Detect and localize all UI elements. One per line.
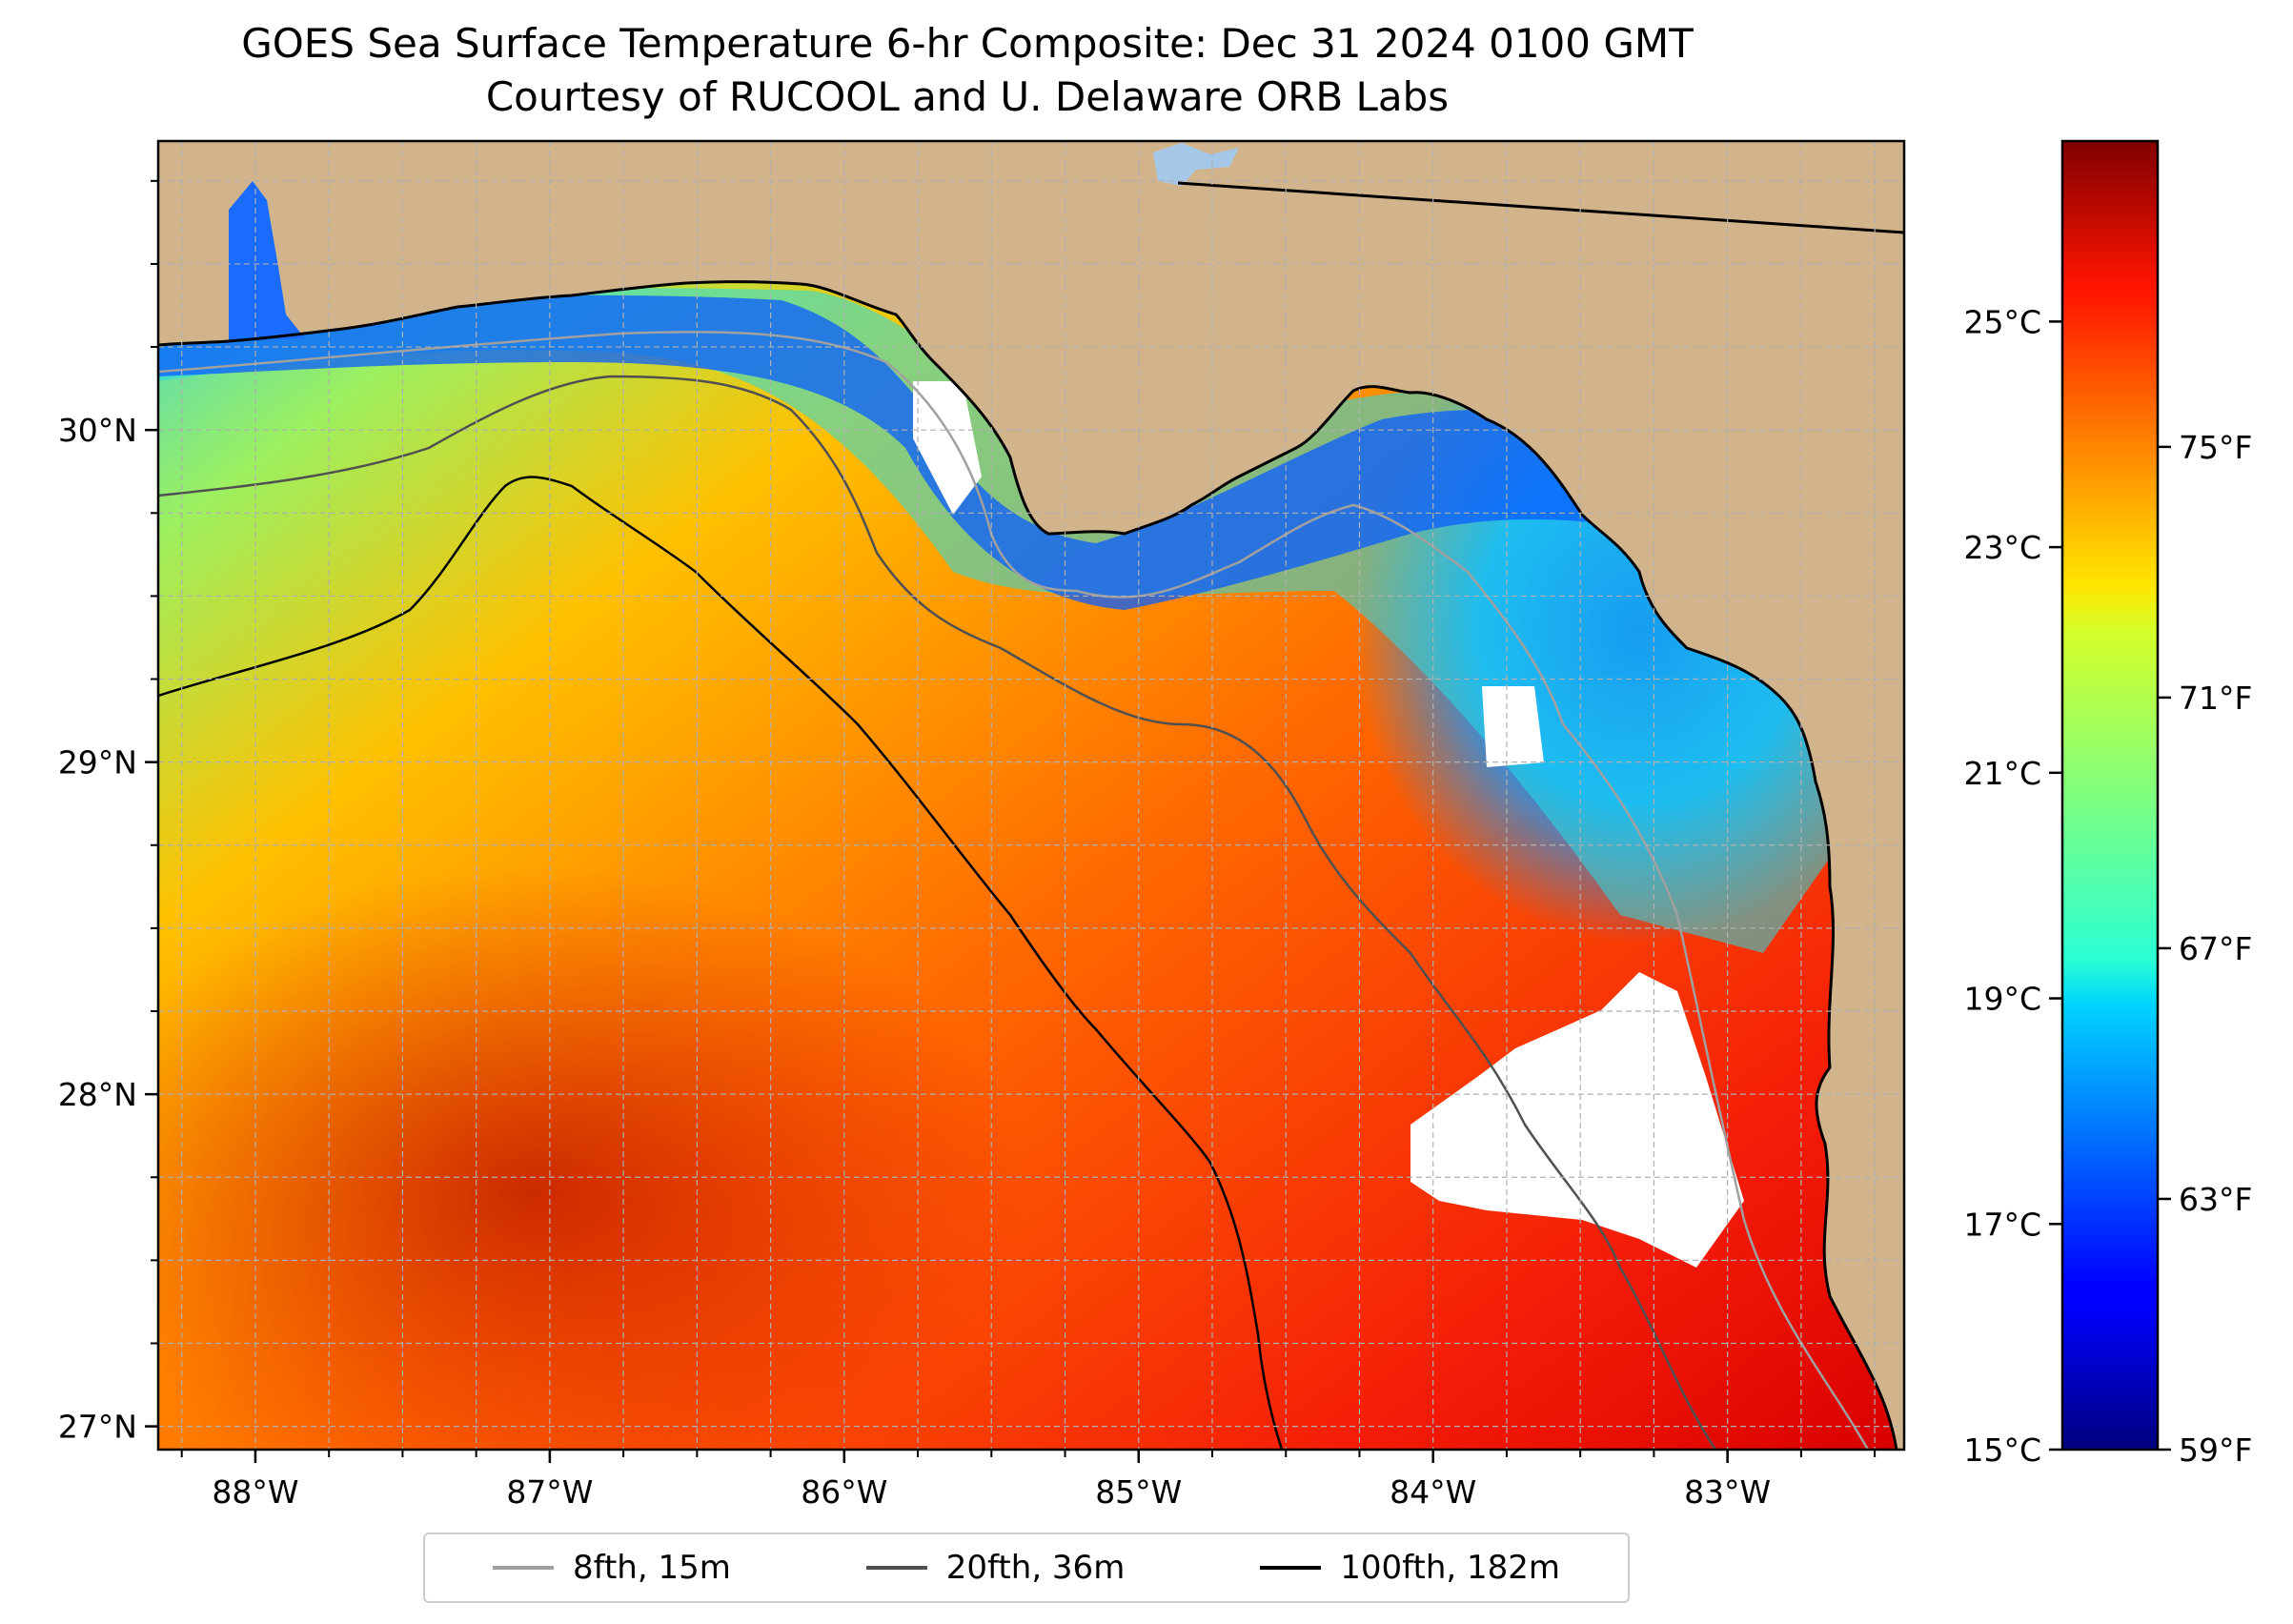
warm-water-core xyxy=(158,867,1029,1450)
lat-tick-label: 29°N xyxy=(58,744,137,782)
legend-line-swatch xyxy=(492,1566,554,1570)
legend-entry: 8fth, 15m xyxy=(492,1549,731,1587)
fahrenheit-tick-label: 59°F xyxy=(2179,1431,2252,1469)
longitude-axis: 88°W 87°W 86°W 85°W 84°W 83°W xyxy=(212,1450,1771,1511)
no-data-patch-mid xyxy=(1482,686,1544,767)
celsius-tick-label: 23°C xyxy=(1963,529,2041,566)
celsius-tick-label: 21°C xyxy=(1963,755,2041,792)
contour-legend: 8fth, 15m 20fth, 36m 100fth, 182m xyxy=(423,1533,1630,1603)
legend-label: 8fth, 15m xyxy=(572,1549,731,1587)
contour-100fth-182m xyxy=(158,476,1284,1450)
fahrenheit-tick-label: 71°F xyxy=(2179,680,2252,717)
lat-tick-label: 27°N xyxy=(58,1409,137,1446)
celsius-tick-label: 19°C xyxy=(1963,981,2041,1018)
title-line-2: Courtesy of RUCOOL and U. Delaware ORB L… xyxy=(485,73,1450,120)
lon-tick-label: 83°W xyxy=(1684,1473,1771,1511)
mobile-bay-water xyxy=(229,181,305,341)
lon-tick-label: 85°W xyxy=(1095,1473,1182,1511)
legend-entry: 100fth, 182m xyxy=(1260,1549,1560,1587)
title-line-1: GOES Sea Surface Temperature 6-hr Compos… xyxy=(241,20,1694,67)
sst-map-area xyxy=(158,141,1904,1450)
legend-label: 100fth, 182m xyxy=(1340,1549,1561,1587)
gridlines xyxy=(151,141,1904,1457)
no-data-patch-bay xyxy=(913,381,982,515)
legend-entry: 20fth, 36m xyxy=(865,1549,1126,1587)
state-boundary xyxy=(1177,181,1904,234)
colorbar-fahrenheit-axis: 59°F 63°F 67°F 71°F 75°F xyxy=(2158,429,2252,1469)
celsius-tick-label: 17°C xyxy=(1963,1206,2041,1243)
fahrenheit-tick-label: 63°F xyxy=(2179,1181,2252,1218)
celsius-tick-label: 15°C xyxy=(1963,1431,2041,1469)
lat-tick-label: 28°N xyxy=(58,1076,137,1113)
contour-20fth-36m xyxy=(158,375,1717,1450)
lon-tick-label: 84°W xyxy=(1390,1473,1476,1511)
latitude-axis: 27°N 28°N 29°N 30°N xyxy=(58,412,158,1446)
lake xyxy=(1153,143,1239,186)
lon-tick-label: 88°W xyxy=(212,1473,298,1511)
no-data-patch-south xyxy=(1410,972,1744,1268)
legend-label: 20fth, 36m xyxy=(945,1549,1126,1587)
colorbar xyxy=(2060,139,2160,1451)
fahrenheit-tick-label: 75°F xyxy=(2179,429,2252,466)
map-frame xyxy=(156,139,1906,1451)
lat-tick-label: 30°N xyxy=(58,412,137,449)
land-mass xyxy=(158,141,1904,1450)
map-title: GOES Sea Surface Temperature 6-hr Compos… xyxy=(0,17,1935,124)
lon-tick-label: 87°W xyxy=(506,1473,593,1511)
colorbar-celsius-axis: 15°C 17°C 19°C 21°C 23°C 25°C xyxy=(1963,303,2062,1469)
legend-line-swatch xyxy=(865,1566,927,1570)
celsius-tick-label: 25°C xyxy=(1963,303,2041,340)
legend-line-swatch xyxy=(1260,1566,1322,1570)
fahrenheit-tick-label: 67°F xyxy=(2179,930,2252,967)
lon-tick-label: 86°W xyxy=(801,1473,887,1511)
coastline xyxy=(158,280,1898,1450)
